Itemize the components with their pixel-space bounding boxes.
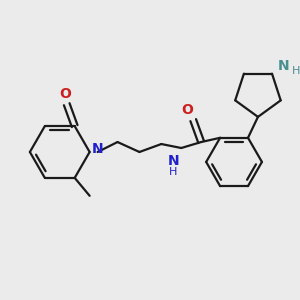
Text: N: N [92, 142, 103, 156]
Text: O: O [181, 103, 193, 117]
Text: N: N [167, 154, 179, 168]
Text: N: N [278, 59, 290, 73]
Text: H: H [169, 167, 178, 177]
Text: O: O [59, 87, 71, 101]
Text: H: H [292, 66, 300, 76]
